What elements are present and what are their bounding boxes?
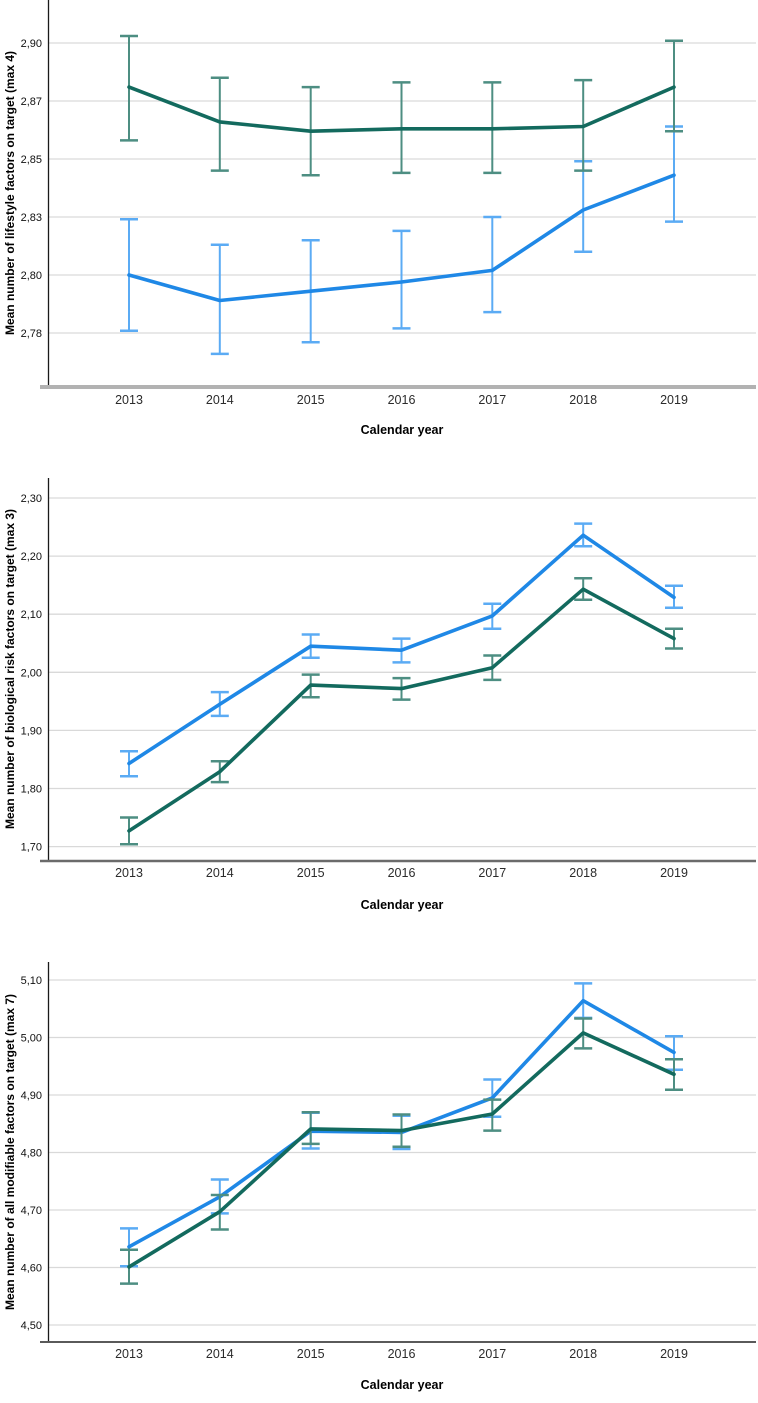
x-tick-label: 2014: [206, 866, 234, 880]
y-tick-label: 5,00: [21, 1033, 42, 1045]
x-axis-title: Calendar year: [361, 423, 444, 437]
x-tick-label: 2015: [297, 393, 325, 407]
chart-svg-lifestyle: 2,90 2,87 2,85 2,83 2,80 2,78 2013 2014 2015 2016…: [3, 0, 756, 437]
chart-all-modifiable-factors: 5,10 5,00 4,90 4,80 4,70 4,60 4,50 2013 2014 2015…: [0, 930, 758, 1403]
chart-lifestyle-factors: 2,90 2,87 2,85 2,83 2,80 2,78 2013 2014 2015 2016…: [0, 0, 758, 445]
y-tick-label: 2,30: [21, 493, 42, 505]
series-line-teal: [127, 85, 676, 133]
x-tick-label: 2013: [115, 866, 143, 880]
x-tick-label: 2017: [478, 1347, 506, 1361]
y-axis-title: Mean number of biological risk factors o…: [3, 509, 17, 829]
y-tick-label: 4,80: [21, 1148, 42, 1160]
x-tick-label: 2016: [388, 393, 416, 407]
x-axis-title: Calendar year: [361, 1378, 444, 1392]
x-tick-label: 2017: [478, 393, 506, 407]
x-tick-label: 2014: [206, 393, 234, 407]
y-tick-label: 2,83: [21, 212, 42, 224]
x-tick-label: 2017: [478, 866, 506, 880]
y-tick-label: 1,90: [21, 725, 42, 737]
y-tick-label: 2,20: [21, 551, 42, 563]
x-tick-label: 2018: [569, 866, 597, 880]
x-tick-label: 2015: [297, 1347, 325, 1361]
series-line-blue: [127, 173, 676, 303]
y-tick-label: 4,70: [21, 1205, 42, 1217]
x-tick-label: 2019: [660, 1347, 688, 1361]
y-tick-label: 2,78: [21, 328, 42, 340]
y-tick-label: 2,85: [21, 154, 42, 166]
y-tick-label: 1,80: [21, 784, 42, 796]
chart-biological-risk-factors: 2,30 2,20 2,10 2,00 1,90 1,80 1,70 2013 2014 2015…: [0, 445, 758, 930]
y-axis-title: Mean number of lifestyle factors on targ…: [3, 51, 17, 335]
x-tick-label: 2013: [115, 393, 143, 407]
y-tick-label: 4,60: [21, 1263, 42, 1275]
y-tick-label: 2,00: [21, 667, 42, 679]
x-axis-title: Calendar year: [361, 898, 444, 912]
x-tick-label: 2016: [388, 1347, 416, 1361]
x-tick-label: 2018: [569, 1347, 597, 1361]
y-tick-label: 2,90: [21, 38, 42, 50]
y-tick-label: 2,80: [21, 270, 42, 282]
x-tick-label: 2016: [388, 866, 416, 880]
series-line-blue: [127, 533, 676, 766]
x-tick-label: 2019: [660, 393, 688, 407]
chart-svg-modifiable: 5,10 5,00 4,90 4,80 4,70 4,60 4,50 2013 2014 2015…: [3, 962, 756, 1392]
y-tick-label: 4,50: [21, 1320, 42, 1332]
chart-svg-biological: 2,30 2,20 2,10 2,00 1,90 1,80 1,70 2013 2014 2015…: [3, 478, 756, 912]
x-tick-label: 2013: [115, 1347, 143, 1361]
y-tick-label: 2,10: [21, 609, 42, 621]
x-tick-label: 2014: [206, 1347, 234, 1361]
series-line-teal: [127, 1031, 676, 1269]
x-tick-label: 2015: [297, 866, 325, 880]
y-tick-label: 4,90: [21, 1090, 42, 1102]
x-tick-label: 2019: [660, 866, 688, 880]
x-tick-label: 2018: [569, 393, 597, 407]
y-tick-label: 5,10: [21, 975, 42, 987]
y-tick-label: 1,70: [21, 842, 42, 854]
y-tick-label: 2,87: [21, 96, 42, 108]
series-line-teal: [127, 587, 676, 833]
y-axis-title: Mean number of all modifiable factors on…: [3, 994, 17, 1310]
